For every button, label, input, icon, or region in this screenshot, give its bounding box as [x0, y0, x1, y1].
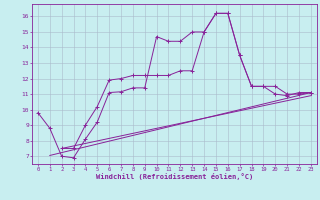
X-axis label: Windchill (Refroidissement éolien,°C): Windchill (Refroidissement éolien,°C) — [96, 173, 253, 180]
